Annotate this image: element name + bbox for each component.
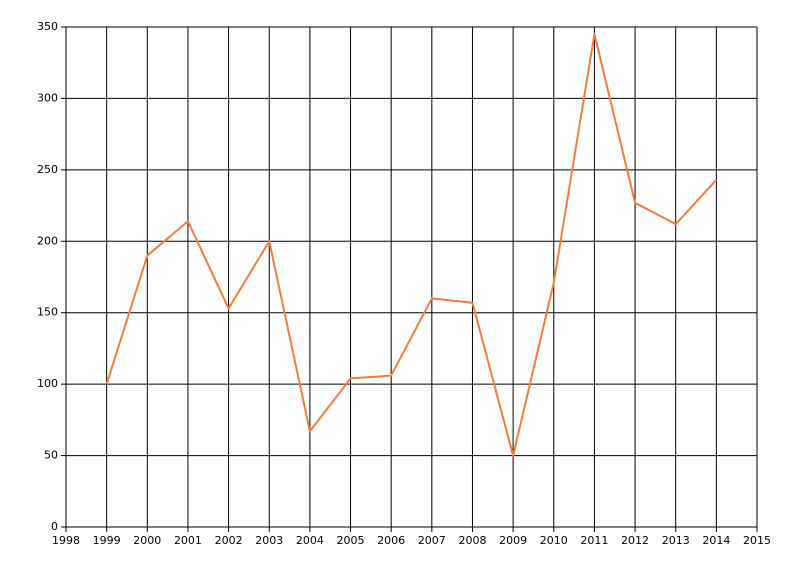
x-tick-label: 1999 (93, 534, 121, 547)
x-tick-label: 2011 (580, 534, 608, 547)
y-tick-label: 350 (37, 20, 58, 33)
data-line (105, 33, 718, 457)
x-tick-label: 2004 (296, 534, 324, 547)
x-tick-label: 2008 (458, 534, 486, 547)
x-tick-label: 2007 (418, 534, 446, 547)
x-tick-label: 2001 (174, 534, 202, 547)
x-tick-label: 2002 (215, 534, 243, 547)
x-tick-label: 2009 (499, 534, 527, 547)
x-tick-label: 2010 (540, 534, 568, 547)
x-tick-label: 2006 (377, 534, 405, 547)
x-tick-label: 2014 (702, 534, 730, 547)
x-tick-label: 1998 (52, 534, 80, 547)
x-tick-label: 2003 (255, 534, 283, 547)
y-tick-label: 0 (51, 520, 58, 533)
y-tick-label: 150 (37, 306, 58, 319)
x-tick-label: 2015 (743, 534, 771, 547)
y-tick-label: 100 (37, 377, 58, 390)
y-tick-label: 50 (44, 449, 58, 462)
y-tick-label: 200 (37, 234, 58, 247)
y-tick-label: 300 (37, 91, 58, 104)
y-tick-label: 250 (37, 163, 58, 176)
x-tick-label: 2005 (337, 534, 365, 547)
x-tick-label: 2013 (662, 534, 690, 547)
x-tick-label: 2012 (621, 534, 649, 547)
x-tick-label: 2000 (133, 534, 161, 547)
